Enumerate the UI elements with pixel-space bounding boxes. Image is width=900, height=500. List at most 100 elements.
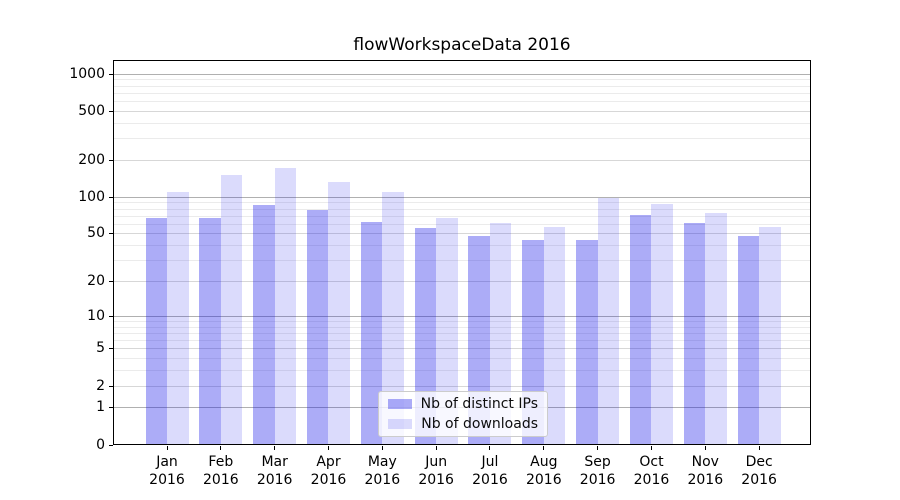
x-axis-tick <box>704 446 706 450</box>
bar-distinct-ips <box>737 235 760 445</box>
bar-distinct-ips <box>576 240 598 445</box>
bar-downloads <box>651 204 673 445</box>
x-tick-label: Aug 2016 <box>525 454 562 488</box>
bar-distinct-ips <box>414 228 437 445</box>
y-axis-tick <box>109 233 113 235</box>
x-tick-label: Mar 2016 <box>256 454 293 488</box>
y-axis-tick <box>109 73 113 75</box>
y-axis-tick <box>109 159 113 161</box>
bar-downloads <box>705 212 727 445</box>
x-tick-label: May 2016 <box>364 454 401 488</box>
y-axis-tick <box>109 196 113 198</box>
x-axis-tick <box>166 446 168 450</box>
bar-distinct-ips <box>253 204 275 445</box>
legend-item-downloads: Nb of downloads <box>388 415 538 433</box>
bar-downloads <box>759 227 781 445</box>
x-tick-label: Jul 2016 <box>472 454 508 488</box>
gridline-minor <box>114 358 810 360</box>
gridline-minor <box>114 101 810 103</box>
x-tick-label: Oct 2016 <box>633 454 670 488</box>
bar-downloads <box>489 222 512 445</box>
bar-downloads <box>220 175 243 445</box>
x-axis-tick <box>435 446 437 450</box>
legend-swatch-downloads-icon <box>388 419 413 429</box>
legend: Nb of distinct IPs Nb of downloads <box>378 391 548 437</box>
y-tick-label: 1000 <box>69 65 105 82</box>
gridline-medium <box>114 348 810 350</box>
y-axis-tick <box>109 348 113 350</box>
bar-distinct-ips <box>145 218 167 445</box>
gridline-minor <box>114 79 810 81</box>
y-axis-tick <box>109 407 113 409</box>
y-tick-label: 500 <box>78 102 105 119</box>
y-tick-label: 2 <box>96 377 105 394</box>
bar-downloads <box>167 191 189 445</box>
gridline-major <box>114 315 810 317</box>
bar-distinct-ips <box>360 222 383 445</box>
bar-downloads <box>382 191 404 445</box>
gridline-minor <box>114 122 810 124</box>
bar-downloads <box>597 198 620 445</box>
gridline-medium <box>114 233 810 235</box>
y-axis-tick <box>109 110 113 112</box>
gridline-minor <box>114 208 810 210</box>
gridline-minor <box>114 245 810 247</box>
legend-item-distinct-ips: Nb of distinct IPs <box>388 395 538 413</box>
x-tick-label: Apr 2016 <box>310 454 347 488</box>
legend-swatch-distinct-ips-icon <box>388 399 412 409</box>
x-tick-label: Feb 2016 <box>203 454 239 488</box>
bar-distinct-ips <box>683 222 706 445</box>
gridline-minor <box>114 92 810 94</box>
bar-downloads <box>328 181 350 445</box>
bar-downloads <box>436 218 458 445</box>
gridline-minor <box>114 326 810 328</box>
gridline-major <box>114 196 810 198</box>
bar-downloads <box>543 226 566 445</box>
chart-title: flowWorkspaceData 2016 <box>353 35 571 55</box>
gridline-minor <box>114 202 810 204</box>
gridline-minor <box>114 340 810 342</box>
x-axis-tick <box>650 446 652 450</box>
legend-label-distinct-ips: Nb of distinct IPs <box>420 396 538 412</box>
y-tick-label: 0 <box>96 436 105 453</box>
gridline-medium <box>114 281 810 283</box>
y-axis-tick <box>109 281 113 283</box>
gridline-medium <box>114 385 810 387</box>
y-axis-tick <box>109 315 113 317</box>
gridline-minor <box>114 370 810 372</box>
legend-label-downloads: Nb of downloads <box>421 416 538 432</box>
bar-distinct-ips <box>306 209 329 445</box>
gridline-minor <box>114 85 810 87</box>
x-axis-tick <box>489 446 491 450</box>
gridline-minor <box>114 223 810 225</box>
x-tick-label: Dec 2016 <box>741 454 777 488</box>
x-axis-tick <box>274 446 276 450</box>
y-tick-label: 5 <box>96 340 105 357</box>
y-tick-label: 100 <box>78 188 105 205</box>
y-tick-label: 50 <box>87 225 105 242</box>
x-tick-label: Nov 2016 <box>687 454 724 488</box>
x-axis-tick <box>381 446 383 450</box>
x-tick-label: Sep 2016 <box>579 454 616 488</box>
gridline-minor <box>114 332 810 334</box>
gridline-minor <box>114 320 810 322</box>
bar-downloads <box>274 167 297 445</box>
gridline-major <box>114 73 810 75</box>
y-tick-label: 20 <box>87 273 105 290</box>
bar-distinct-ips <box>629 214 652 445</box>
y-tick-label: 200 <box>78 151 105 168</box>
y-axis-tick <box>109 444 113 446</box>
gridline-medium <box>114 159 810 161</box>
gridline-minor <box>114 260 810 262</box>
x-tick-label: Jun 2016 <box>418 454 454 488</box>
x-axis-tick <box>758 446 760 450</box>
x-axis-tick <box>327 446 329 450</box>
x-axis-tick <box>543 446 545 450</box>
bar-distinct-ips <box>199 218 221 445</box>
gridline-minor <box>114 138 810 140</box>
y-tick-label: 1 <box>96 399 105 416</box>
y-axis-tick <box>109 385 113 387</box>
gridline-medium <box>114 110 810 112</box>
x-tick-label: Jan 2016 <box>149 454 185 488</box>
